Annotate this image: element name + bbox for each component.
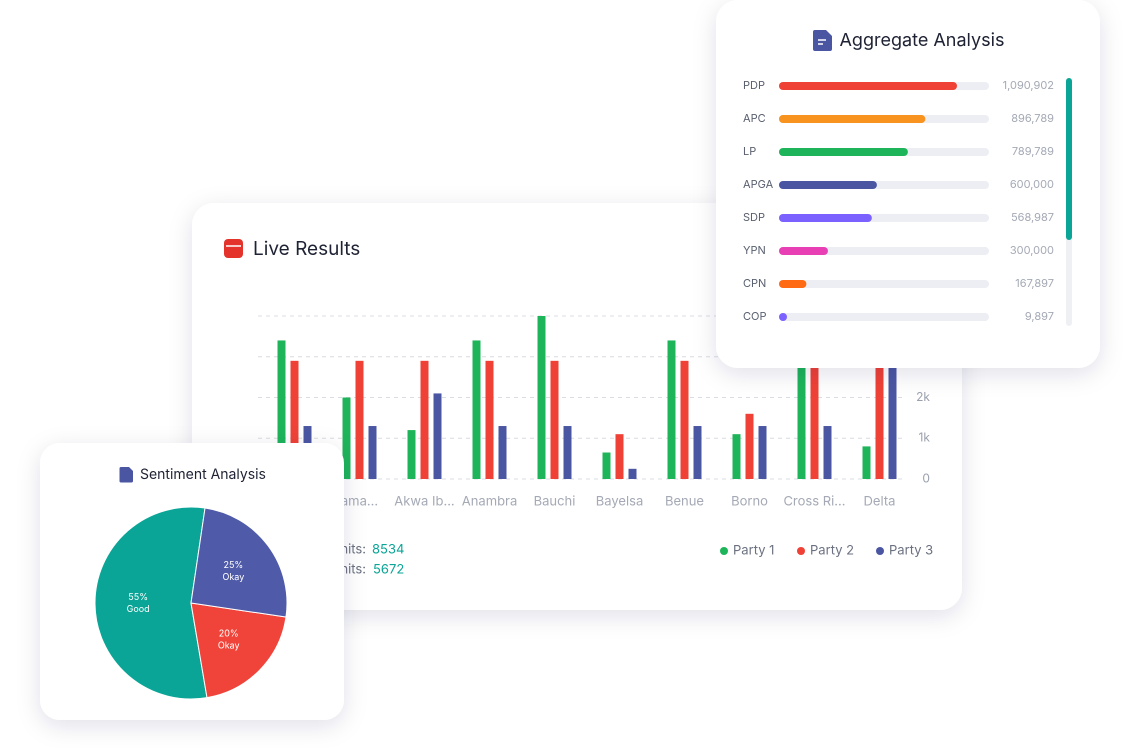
card-title: Sentiment Analysis bbox=[140, 466, 266, 483]
stat-value: 5672 bbox=[373, 562, 404, 578]
pie-slice bbox=[190, 602, 287, 699]
bar bbox=[433, 393, 442, 479]
value-label: 789,789 bbox=[1012, 144, 1054, 158]
bar bbox=[537, 316, 546, 479]
icon bbox=[119, 467, 133, 483]
bar bbox=[368, 426, 377, 479]
bar bbox=[732, 434, 741, 479]
x-tick-label: ama... bbox=[341, 494, 378, 510]
bar bbox=[779, 313, 787, 321]
row-label: APGA bbox=[743, 177, 774, 191]
bar bbox=[420, 360, 429, 479]
bar bbox=[862, 446, 871, 479]
legend-marker bbox=[720, 547, 728, 555]
icon bbox=[224, 239, 243, 258]
row-label: SDP bbox=[743, 210, 765, 224]
slice-value: 20% bbox=[219, 628, 239, 639]
value-label: 9,897 bbox=[1025, 309, 1054, 323]
value-label: 1,090,902 bbox=[1003, 78, 1054, 92]
row-label: CPN bbox=[743, 276, 766, 290]
value-label: 167,897 bbox=[1015, 276, 1054, 290]
bar bbox=[667, 340, 676, 479]
row-label: YPN bbox=[743, 243, 766, 257]
x-tick-label: Borno bbox=[731, 494, 768, 510]
value-label: 568,987 bbox=[1011, 210, 1054, 224]
bar bbox=[779, 148, 908, 156]
slice-label: Okay bbox=[218, 640, 240, 651]
legend-marker bbox=[797, 547, 805, 555]
bar bbox=[779, 181, 877, 189]
bar bbox=[290, 360, 299, 479]
value-label: 600,000 bbox=[1010, 177, 1054, 191]
bar bbox=[355, 360, 364, 479]
pie-slice bbox=[190, 507, 288, 618]
legend-label: Party 2 bbox=[810, 543, 854, 559]
bar-track bbox=[779, 247, 989, 255]
bar bbox=[888, 356, 897, 479]
bar bbox=[550, 360, 559, 479]
bar bbox=[779, 280, 807, 288]
bar bbox=[779, 115, 926, 123]
scroll-thumb[interactable] bbox=[1066, 78, 1072, 240]
bar-track bbox=[779, 280, 989, 288]
stat-value: 8534 bbox=[372, 542, 404, 558]
slice-label: Okay bbox=[222, 572, 244, 583]
legend-label: Party 1 bbox=[733, 543, 774, 559]
row-label: COP bbox=[743, 309, 766, 323]
y-tick-label: 1k bbox=[919, 430, 931, 445]
bar bbox=[472, 340, 481, 479]
stat-label: nits: bbox=[340, 562, 366, 578]
bar bbox=[779, 214, 872, 222]
bar bbox=[758, 426, 767, 479]
bar bbox=[779, 82, 957, 90]
bar bbox=[628, 468, 637, 479]
card-title: Aggregate Analysis bbox=[840, 30, 1005, 51]
y-tick-label: 2k bbox=[916, 389, 930, 404]
bar bbox=[745, 413, 754, 479]
bar bbox=[875, 356, 884, 479]
x-tick-label: Bauchi bbox=[534, 494, 576, 510]
bar-track bbox=[779, 313, 989, 321]
card-title: Live Results bbox=[253, 237, 360, 260]
bar bbox=[602, 452, 611, 479]
x-tick-label: Akwa Ib... bbox=[394, 494, 454, 510]
bar bbox=[797, 340, 806, 479]
x-tick-label: Delta bbox=[864, 494, 896, 510]
value-label: 896,789 bbox=[1011, 111, 1054, 125]
legend-marker bbox=[876, 547, 884, 555]
bar bbox=[498, 426, 507, 479]
bar bbox=[680, 360, 689, 479]
x-tick-label: Cross Ri... bbox=[783, 494, 845, 510]
x-tick-label: Anambra bbox=[462, 494, 518, 510]
value-label: 300,000 bbox=[1010, 243, 1054, 257]
slice-label: Good bbox=[127, 604, 150, 615]
row-label: APC bbox=[743, 111, 766, 125]
bar bbox=[693, 426, 702, 479]
row-label: LP bbox=[743, 144, 756, 158]
bar bbox=[485, 360, 494, 479]
bar bbox=[563, 426, 572, 479]
bar bbox=[277, 340, 286, 479]
x-tick-label: Benue bbox=[665, 494, 704, 510]
bar bbox=[823, 426, 832, 479]
bar bbox=[342, 397, 351, 479]
y-tick-label: 0 bbox=[922, 470, 930, 485]
aggregate-card: Aggregate Analysis PDP 1,090,902 APC 896,78… bbox=[716, 0, 1100, 368]
stat-label: nits: bbox=[340, 542, 366, 558]
slice-value: 55% bbox=[128, 592, 148, 603]
slice-value: 25% bbox=[223, 560, 243, 571]
bar bbox=[810, 356, 819, 479]
x-tick-label: Bayelsa bbox=[596, 494, 644, 510]
pie-slice bbox=[94, 506, 208, 700]
row-label: PDP bbox=[743, 78, 765, 92]
bar bbox=[407, 430, 416, 479]
legend-label: Party 3 bbox=[889, 543, 933, 559]
bar bbox=[615, 434, 624, 479]
bar bbox=[779, 247, 828, 255]
